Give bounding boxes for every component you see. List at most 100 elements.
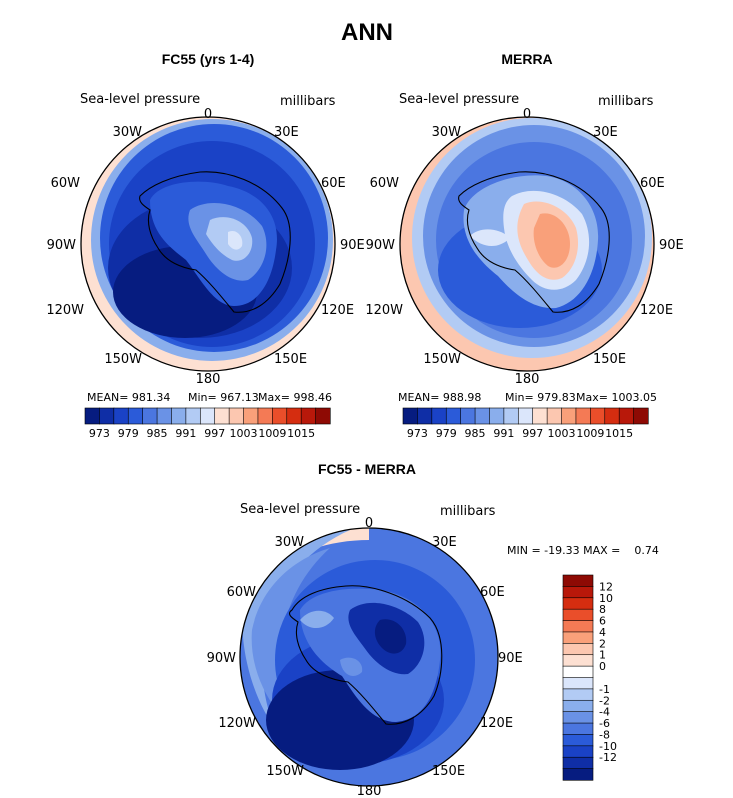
panel-merra: MERRA Sea-level pressure millibars 0 30E… [365,51,683,440]
lon-label-0: 0 [204,107,212,122]
lon-label-30e: 30E [593,125,618,140]
colorbar-tick-label: 991 [493,427,514,440]
lon-label-60w: 60W [51,176,81,191]
colorbar-swatch [156,407,173,425]
stat-max: Max= 998.46 [258,391,332,404]
lon-label-120e: 120E [640,303,673,318]
lon-label-90w: 90W [47,238,77,253]
colorbar: 973 979 985 991 997 1003 1009 1015 [84,407,331,440]
map-boundary [80,116,336,372]
lon-label-60e: 60E [640,176,665,191]
colorbar-swatch [633,407,649,425]
colorbar-swatch [562,654,594,667]
lon-label-90e: 90E [498,651,523,666]
colorbar-tick-label: 997 [204,427,225,440]
colorbar-tick-label: 1009 [576,427,604,440]
colorbar-swatch [272,407,288,425]
lon-label-30e: 30E [432,535,457,550]
colorbar-swatch [127,407,144,425]
colorbar-swatch [257,407,273,425]
colorbar-tick-label: 1003 [230,427,258,440]
lon-label-60w: 60W [370,176,400,191]
antarctica-coastline [458,171,610,313]
panel-diff: FC55 - MERRA Sea-level pressure millibar… [207,461,659,798]
lon-label-30e: 30E [274,125,299,140]
colorbar-tick-label: 973 [89,427,110,440]
colorbar-swatch [315,407,331,425]
colorbar-tick-label: 12 [599,580,613,593]
lon-label-90w: 90W [366,238,396,253]
colorbar-tick-label: 1015 [287,427,315,440]
colorbar-tick-label: -1 [599,683,610,696]
lon-label-150w: 150W [104,352,142,367]
map-boundary [399,116,655,372]
colorbar-swatch [562,665,594,679]
colorbar-tick-label: 6 [599,615,606,628]
colorbar-swatch [171,407,187,425]
lon-label-60e: 60E [321,176,346,191]
colorbar-tick-label: -10 [599,740,617,753]
colorbar-tick-label: 2 [599,637,606,650]
colorbar-swatch [503,407,519,425]
map-field [81,117,335,371]
colorbar-swatch [562,722,594,736]
colorbar-swatch [99,407,115,425]
colorbar-swatch [604,407,620,425]
panel-title: MERRA [501,51,552,67]
colorbar-swatch [562,643,594,656]
units-label: millibars [440,504,496,519]
colorbar-tick-label: 1015 [605,427,633,440]
colorbar-tick-label: -12 [599,751,617,764]
colorbar-swatch [562,608,594,622]
colorbar-swatch [431,407,447,425]
colorbar-swatch [445,407,462,425]
lon-label-60w: 60W [227,585,257,600]
lon-label-30w: 30W [113,125,143,140]
colorbar-tick-label: 985 [465,427,486,440]
field-label: Sea-level pressure [80,92,200,107]
colorbar-tick-label: 1009 [258,427,286,440]
colorbar-tick-label: 991 [175,427,196,440]
colorbar-swatch [185,407,201,425]
colorbar-swatch [562,745,594,758]
colorbar-swatch [590,407,606,425]
min-max-text: MIN = -19.33 MAX = 0.74 [507,544,659,557]
stats-line: MEAN= 981.34 Min= 967.13 Max= 998.46 [87,391,332,404]
colorbar-swatch [489,407,505,425]
colorbar-tick-label: -6 [599,717,610,730]
colorbar-tick-label: -8 [599,728,610,741]
lon-label-60e: 60E [480,585,505,600]
colorbar-tick-label: 10 [599,592,613,605]
units-label: millibars [598,94,654,109]
lon-label-0: 0 [523,107,531,122]
lon-label-150w: 150W [266,764,304,779]
colorbar-swatch [562,711,594,724]
longitude-labels: 0 30E 60E 90E 120E 150E 180 150W 120W 90… [207,516,523,798]
colorbar-swatch [199,407,216,425]
panel-title: FC55 (yrs 1-4) [162,51,255,67]
longitude-labels: 0 30E 60E 90E 120E 150E 180 150W 120W 90… [365,107,683,387]
stat-max: Max= 1003.05 [576,391,657,404]
lon-label-120w: 120W [46,303,84,318]
colorbar-swatch [562,699,594,713]
lon-label-0: 0 [365,516,373,531]
colorbar-swatch [562,631,594,644]
lon-label-150e: 150E [274,352,307,367]
lon-label-120e: 120E [480,716,513,731]
colorbar-swatch [546,407,563,425]
colorbar-tick-label: 1003 [548,427,576,440]
colorbar-swatch [562,677,594,690]
colorbar-swatch [562,734,594,747]
colorbar-swatch [561,407,577,425]
colorbar-swatch [474,407,491,425]
lon-label-120e: 120E [321,303,354,318]
colorbar-swatch [243,407,259,425]
lon-label-90e: 90E [659,238,684,253]
colorbar-swatch [562,756,594,770]
colorbar-swatch [517,407,534,425]
colorbar-swatch [113,407,129,425]
lon-label-150e: 150E [432,764,465,779]
lon-label-180: 180 [196,372,221,387]
